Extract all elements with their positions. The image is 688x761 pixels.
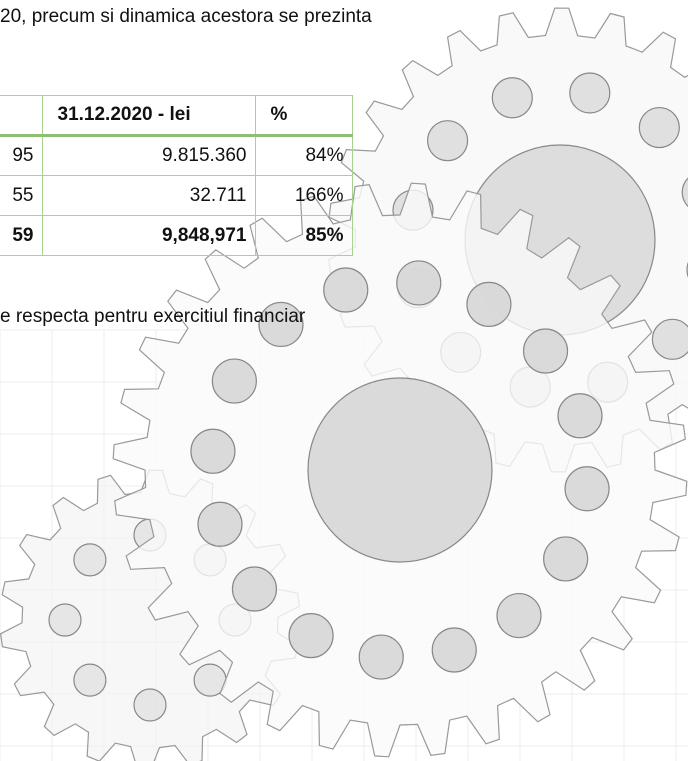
table-cell: 59 (0, 215, 43, 256)
gear-hole (197, 501, 243, 547)
table-row: 55 32.711 166% (0, 175, 353, 216)
gear-hole (307, 377, 493, 563)
table-cell: 95 (0, 135, 43, 176)
table-cell: 166% (254, 175, 353, 216)
table-cell: 32.711 (41, 175, 256, 216)
header-cell (0, 95, 43, 137)
header-cell: 31.12.2020 - lei (41, 95, 256, 137)
table-body: 31.12.2020 - lei % 95 9.815.360 84% 55 32.71… (0, 95, 353, 256)
gear-hole (466, 281, 512, 327)
table-cell: 84% (254, 135, 353, 176)
gear-hole (651, 318, 688, 360)
table-cell: 85% (254, 215, 353, 256)
table-cell: 9.815.360 (41, 135, 256, 176)
gear-hole (638, 106, 680, 149)
gear-hole (522, 328, 569, 374)
table: 31.12.2020 - lei % 95 9.815.360 84% 55 32.71… (0, 95, 353, 256)
table-cell: 55 (0, 175, 43, 216)
gear-hole (73, 663, 107, 697)
gear-hole (323, 267, 369, 313)
gear-hole (491, 77, 533, 119)
gear-hole (569, 72, 611, 114)
gear-hole (211, 358, 257, 404)
gear-hole (564, 466, 610, 512)
gear-hole (396, 260, 442, 306)
header-cell: % (254, 95, 353, 137)
header-row: 31.12.2020 - lei % (0, 95, 353, 137)
gear-hole (288, 613, 334, 659)
gear-hole (543, 536, 589, 582)
gear-hole (231, 566, 278, 612)
gear-hole (358, 634, 404, 680)
table-cell: 9,848,971 (41, 215, 256, 256)
gear-hole (190, 428, 236, 474)
gear-hole (557, 393, 603, 439)
table-row: 59 9,848,971 85% (0, 215, 353, 256)
gear-hole (426, 120, 469, 162)
gear-hole (681, 177, 688, 208)
gear-hole (133, 688, 167, 722)
gear-hole (48, 603, 82, 637)
gear-hole (73, 543, 107, 577)
table-row: 95 9.815.360 84% (0, 135, 353, 176)
gear-hole (258, 301, 304, 348)
paragraph: e respecta pentru exercitiul financiar (0, 306, 306, 327)
gear-hole (431, 627, 477, 673)
paragraph: 20, precum si dinamica acestora se prezi… (0, 6, 372, 27)
gear-hole (496, 592, 542, 639)
